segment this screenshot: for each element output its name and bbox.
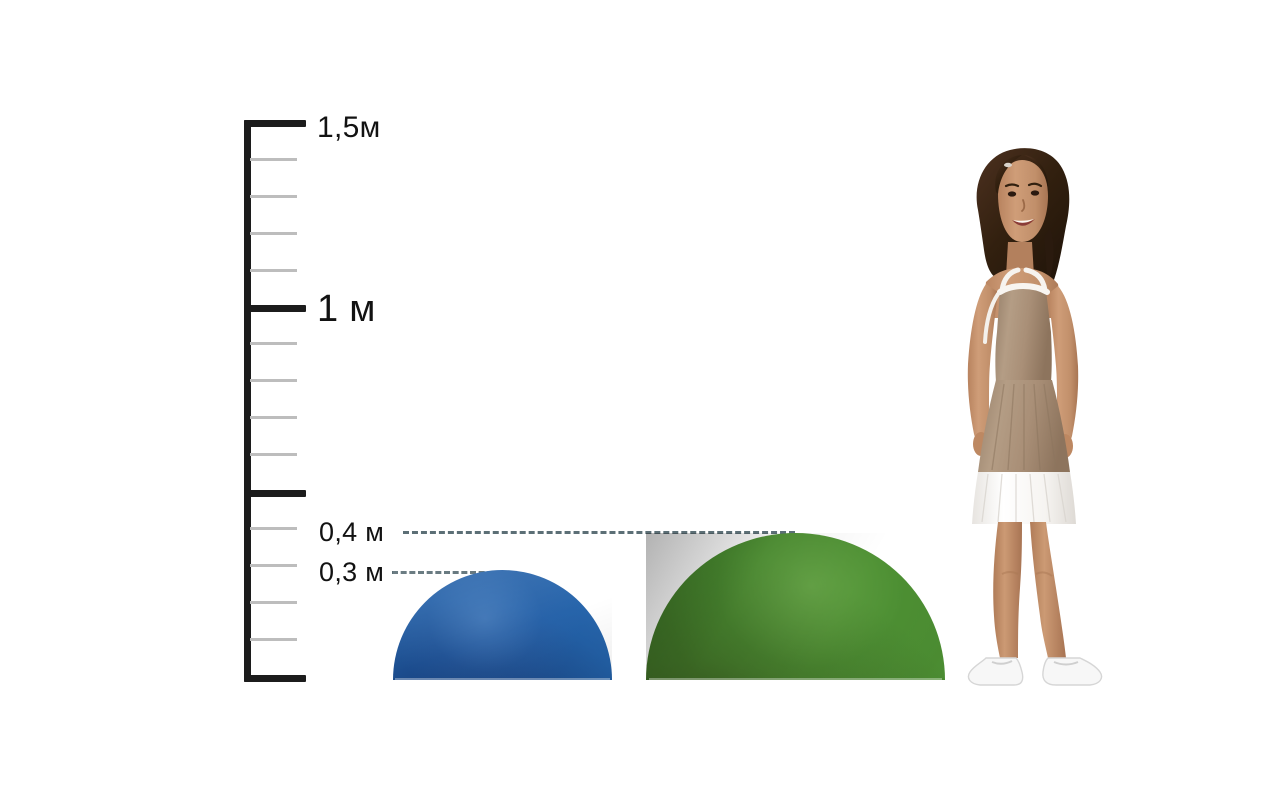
ruler-minor-tick-0-8 [250,379,297,382]
dashed-guide-line-0-4m [403,531,795,534]
shoe-left [967,657,1024,686]
dress-strap-right [1023,267,1048,293]
eye-left [1007,191,1017,197]
ruler-major-tick-1-5 [244,120,306,127]
ruler-major-tick-0-0 [244,675,306,682]
shoe-right [1042,657,1103,686]
ruler-minor-tick-1-3 [250,195,297,198]
scale-label-1-5m: 1,5м [317,111,381,144]
skirt-pleats [991,383,1057,471]
eyebrow-left [1004,183,1020,188]
hair-strand-shoulder [1044,228,1054,284]
ruler-minor-tick-0-3 [250,564,297,567]
ruler-minor-tick-1-1 [250,269,297,272]
eyebrow-right [1027,182,1043,188]
ruler-minor-tick-0-2 [250,601,297,604]
ruler-major-tick-0-5 [244,490,306,497]
scale-label-0-4m: 0,4 м [319,517,385,547]
ruler-spine [244,120,251,682]
blue-dome [393,570,612,680]
knee-shade-right [1035,571,1053,577]
scale-label-1m: 1 м [317,288,376,330]
scale-label-0-3m: 0,3 м [319,557,385,587]
blue-dome-base-edge [395,678,610,680]
arm-left [967,284,998,445]
dress-neckline-trim [997,283,1050,295]
green-dome [646,533,945,680]
hair-clip [1004,162,1012,168]
ruler-minor-tick-0-9 [250,342,297,345]
ruler-minor-tick-0-7 [250,416,297,419]
teeth [1013,219,1034,223]
green-dome-base-edge [648,678,942,680]
ruler-major-tick-1-0 [244,305,306,312]
mouth [1012,219,1035,226]
neck [1006,242,1034,276]
knee-shade-left [1001,571,1019,575]
leg-left [993,522,1022,658]
hem-pleats [981,473,1067,523]
ruler-minor-tick-0-6 [250,453,297,456]
shoe-right-opening [1053,661,1079,666]
ruler-minor-tick-1-4 [250,158,297,161]
green-dome-surface [646,533,945,680]
height-ruler [244,120,314,682]
nose [1021,199,1026,212]
girl-photo [930,142,1140,687]
leg-right [1030,522,1066,658]
blue-dome-surface [393,570,612,680]
eye-right [1030,190,1040,196]
ruler-minor-tick-0-1 [250,638,297,641]
ruler-minor-tick-0-4 [250,527,297,530]
ruler-minor-tick-1-2 [250,232,297,235]
dress-hem-band [972,472,1076,524]
arm-right [1048,286,1079,447]
dress-side-trim-left [983,292,1000,344]
dress-bodice [995,285,1052,382]
hair-front-left [995,155,1022,194]
shoe-left-opening [991,660,1013,665]
